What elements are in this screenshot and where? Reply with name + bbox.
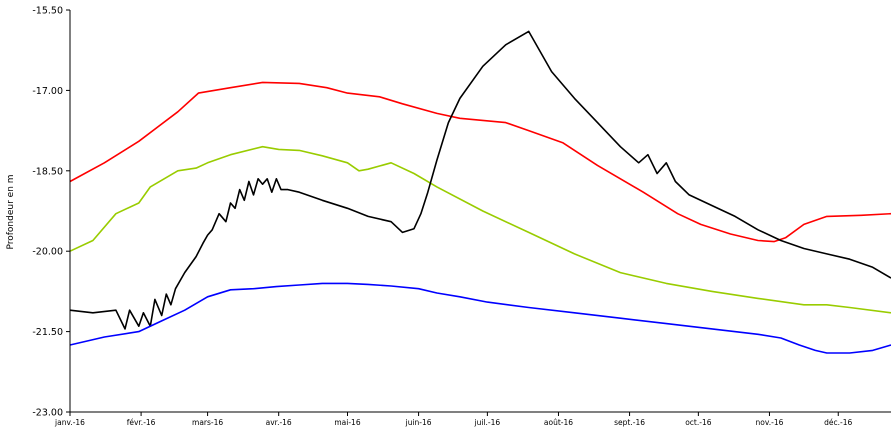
series-line-3 [69, 30, 891, 330]
y-axis-title: Profondeur en m [6, 174, 16, 249]
x-tick-label: déc.-16 [824, 418, 852, 427]
y-tick-label: -17.00 [32, 86, 63, 97]
x-tick-label: nov.-16 [756, 418, 784, 427]
series-line-4 [69, 282, 891, 354]
y-tick-label: -20.00 [32, 247, 63, 258]
axes [69, 10, 891, 413]
x-tick-label: oct.-16 [685, 418, 712, 427]
x-tick-label: mars-16 [192, 418, 223, 427]
x-tick-label: août-16 [544, 418, 573, 427]
y-tick-label: -23.00 [32, 408, 63, 419]
x-tick-label: févr.-16 [127, 418, 156, 427]
y-tick-label: -18.50 [32, 166, 63, 177]
series-line-2 [69, 145, 891, 314]
x-ticks: janv.-16 févr.-16 mars-16 avr.-16 mai-16 juin… [54, 412, 853, 427]
x-tick-label: avr.-16 [266, 418, 292, 427]
y-tick-label: -21.50 [32, 327, 63, 338]
series-line-1 [69, 81, 891, 243]
x-tick-label: juil.-16 [474, 418, 501, 427]
x-tick-label: juin-16 [405, 418, 432, 427]
y-tick-label: -15.50 [32, 6, 63, 17]
x-tick-label: janv.-16 [54, 418, 85, 427]
plot-lines [69, 30, 891, 354]
x-tick-label: sept.-16 [614, 418, 645, 427]
y-ticks: -15.50 -17.00 -18.50 -20.00 -21.50 -23.00 [32, 6, 70, 419]
x-tick-label: mai-16 [334, 418, 360, 427]
